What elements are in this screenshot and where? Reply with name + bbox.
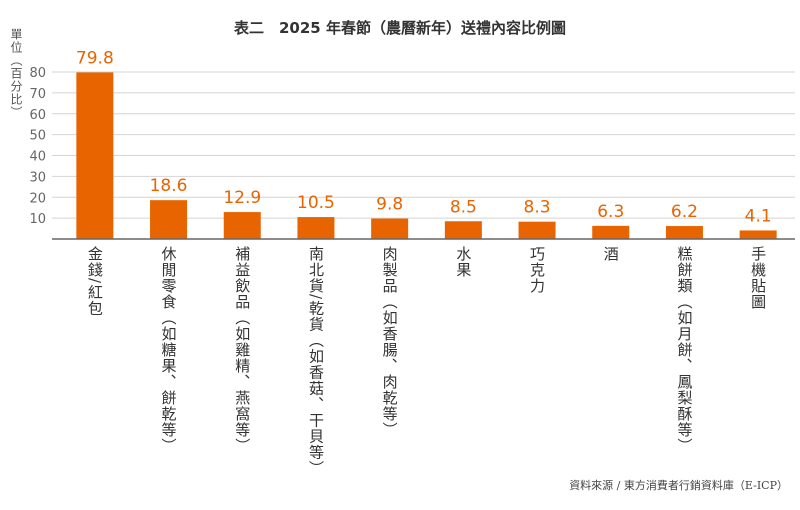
bar <box>592 225 630 239</box>
x-tick-label: 南北貨/乾貨（如香菇、干貝等） <box>306 246 325 477</box>
x-tick-label: 糕餅類（如月餅、鳳梨酥等） <box>675 246 694 454</box>
y-tick-label: 30 <box>29 170 46 185</box>
source-note: 資料來源 / 東方消費者行銷資料庫（E-ICP） <box>569 479 788 492</box>
bar <box>223 212 261 239</box>
x-tick-label: 休閒零食（如糖果、餅乾等） <box>159 246 178 454</box>
data-label: 6.2 <box>671 202 698 222</box>
bar <box>739 230 777 239</box>
data-label: 12.9 <box>223 188 261 208</box>
x-tick-label: 水果 <box>454 246 473 278</box>
y-tick-label: 20 <box>29 191 46 206</box>
data-label: 18.6 <box>150 176 188 196</box>
y-tick-label: 50 <box>29 129 46 144</box>
data-label: 9.8 <box>376 195 403 215</box>
x-tick-label: 補益飲品（如雞精、燕窩等） <box>233 246 252 454</box>
data-label: 79.8 <box>76 48 114 68</box>
x-tick-label: 金錢/紅包 <box>85 246 104 317</box>
bar <box>371 218 409 239</box>
x-tick-label: 手機貼圖 <box>749 246 768 310</box>
chart-title: 表二 2025 年春節（農曆新年）送禮內容比例圖 <box>234 19 566 37</box>
bar <box>444 221 482 239</box>
data-label: 4.1 <box>745 206 772 226</box>
y-tick-label: 40 <box>29 150 46 165</box>
x-tick-label: 肉製品（如香腸、肉乾等） <box>380 246 399 438</box>
y-tick-label: 80 <box>29 66 46 81</box>
x-tick-label: 酒 <box>601 246 620 262</box>
bar <box>150 200 188 239</box>
bar <box>297 217 335 239</box>
data-label: 8.5 <box>450 197 477 217</box>
y-tick-label: 70 <box>29 87 46 102</box>
bar <box>76 72 114 239</box>
y-tick-label: 10 <box>29 212 46 227</box>
y-tick-label: 60 <box>29 108 46 123</box>
data-label: 6.3 <box>597 202 624 222</box>
bar <box>665 226 703 239</box>
bar <box>518 221 556 239</box>
y-axis-label: 單位（百分比） <box>9 28 23 119</box>
data-label: 10.5 <box>297 193 335 213</box>
x-tick-label: 巧克力 <box>528 246 547 294</box>
data-label: 8.3 <box>524 198 551 218</box>
